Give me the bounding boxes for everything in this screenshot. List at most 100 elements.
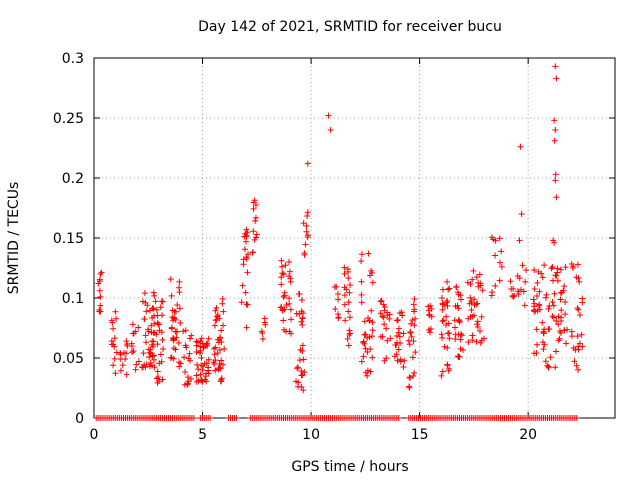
y-tick-label: 0	[75, 411, 84, 427]
data-point	[552, 127, 559, 133]
data-point	[443, 321, 450, 328]
data-point	[536, 301, 543, 308]
x-tick-label: 5	[198, 427, 207, 443]
data-point	[142, 332, 149, 339]
y-tick-label: 0.3	[62, 51, 84, 67]
data-point	[195, 366, 202, 373]
data-point	[467, 281, 474, 288]
data-point	[346, 327, 353, 334]
data-point	[216, 346, 223, 353]
data-point	[170, 345, 177, 352]
data-point	[262, 321, 269, 328]
data-point	[287, 306, 294, 313]
data-point	[244, 229, 251, 236]
data-point	[369, 327, 376, 334]
data-point	[203, 370, 210, 377]
data-point	[188, 332, 195, 339]
data-point	[261, 315, 268, 322]
data-point	[574, 333, 581, 340]
data-point	[304, 209, 311, 216]
data-point	[108, 341, 115, 348]
data-point	[498, 263, 505, 270]
data-point	[553, 272, 560, 279]
data-point	[443, 313, 450, 320]
data-point	[213, 316, 220, 323]
data-point	[380, 314, 387, 321]
data-point	[457, 336, 464, 343]
data-point	[335, 314, 342, 321]
data-point	[155, 374, 162, 381]
data-point	[150, 289, 157, 296]
data-point	[135, 358, 142, 365]
data-point	[426, 329, 433, 336]
data-point	[496, 277, 503, 284]
data-point	[304, 232, 311, 239]
data-point	[444, 344, 451, 351]
x-tick-label: 0	[90, 427, 99, 443]
data-point	[159, 298, 166, 305]
data-point	[168, 325, 175, 332]
data-point	[286, 268, 293, 275]
data-point	[298, 383, 305, 390]
data-point	[479, 287, 486, 294]
data-point	[176, 278, 183, 285]
data-point	[393, 333, 400, 340]
data-point	[345, 275, 352, 282]
data-point	[282, 262, 289, 269]
data-point	[557, 289, 564, 296]
data-point	[549, 263, 556, 270]
data-point	[364, 349, 371, 356]
data-point	[555, 321, 562, 328]
data-point	[568, 261, 575, 268]
data-point	[425, 307, 432, 314]
data-point	[538, 270, 545, 277]
data-point	[539, 274, 546, 281]
data-point	[453, 283, 460, 290]
data-point	[160, 345, 167, 352]
data-point	[458, 332, 465, 339]
data-point	[358, 291, 365, 298]
data-point	[205, 364, 212, 371]
data-point	[551, 239, 558, 246]
data-point	[219, 300, 226, 307]
data-point	[110, 362, 117, 369]
data-point	[411, 369, 418, 376]
data-point	[366, 334, 373, 341]
data-point	[394, 317, 401, 324]
data-point	[455, 291, 462, 298]
data-point	[368, 333, 375, 340]
data-point	[344, 335, 351, 342]
data-point	[552, 177, 559, 184]
data-point	[145, 346, 152, 353]
data-point	[252, 201, 259, 208]
data-point	[439, 286, 446, 293]
data-point	[383, 355, 390, 362]
data-point	[279, 306, 286, 313]
data-point	[280, 317, 287, 324]
data-point	[341, 284, 348, 291]
data-point	[394, 357, 401, 364]
data-point	[515, 288, 522, 295]
data-point	[562, 311, 569, 318]
data-point	[259, 330, 266, 337]
data-point	[345, 299, 352, 306]
data-point	[575, 275, 582, 282]
data-point	[181, 354, 188, 361]
data-point	[534, 341, 541, 348]
data-point	[211, 361, 218, 368]
data-point	[386, 311, 393, 318]
data-point	[522, 278, 529, 285]
data-point	[283, 302, 290, 309]
data-point	[132, 366, 139, 373]
data-point	[335, 296, 342, 303]
data-point	[511, 292, 518, 299]
data-point	[215, 365, 222, 372]
data-point	[536, 288, 543, 295]
data-point	[552, 171, 559, 178]
data-point	[278, 304, 285, 311]
data-point	[446, 335, 453, 342]
data-point	[473, 338, 480, 345]
x-tick-label: 15	[411, 427, 429, 443]
data-point	[151, 320, 158, 327]
data-point	[386, 315, 393, 322]
